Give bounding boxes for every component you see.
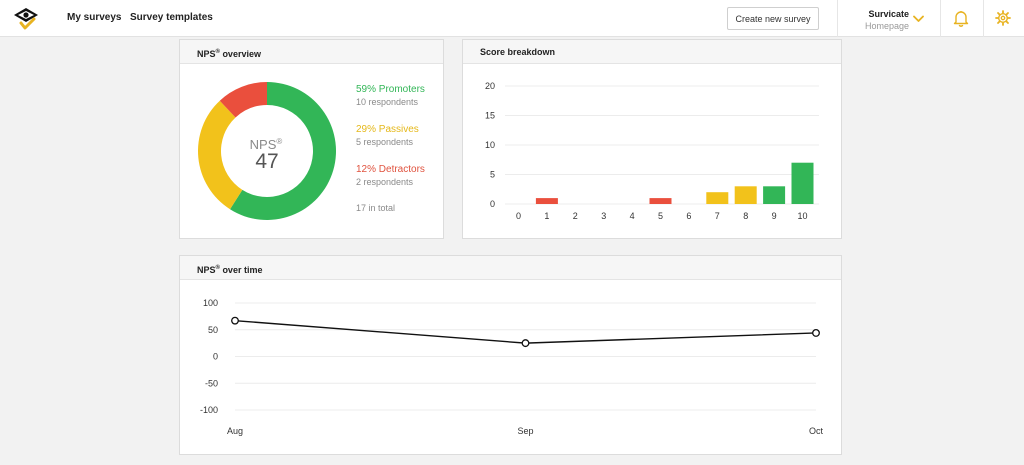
- gear-icon[interactable]: [995, 10, 1011, 26]
- bar-score-10: [791, 162, 814, 204]
- detractors-slice: [219, 82, 267, 118]
- top-navigation-bar: My surveys Survey templates Create new s…: [0, 0, 1024, 37]
- bar-score-5: [649, 198, 672, 204]
- nps-over-time-line-chart: 100 50 0 -50 -100 Aug Sep Oct: [200, 298, 824, 436]
- y-tick-label: 100: [203, 298, 218, 308]
- card-title: NPS® overview: [180, 40, 443, 64]
- detractors-count: 2 respondents: [356, 177, 414, 187]
- y-tick-label: 0: [490, 199, 495, 209]
- promoters-count: 10 respondents: [356, 97, 419, 107]
- score-breakdown-bar-chart: 0 5 10 15 20 0 1 2 3 4 5 6 7 8 9 10: [485, 81, 819, 221]
- data-point-aug[interactable]: [231, 316, 239, 325]
- total-respondents: 17 in total: [356, 203, 396, 213]
- passives-percentage: 29% Passives: [356, 124, 419, 135]
- y-tick-label: 5: [490, 170, 495, 180]
- nps-center-label: NPS®: [250, 137, 283, 152]
- x-tick-label: 8: [743, 211, 748, 221]
- x-tick-label: 10: [797, 211, 807, 221]
- x-tick-label: Aug: [227, 426, 243, 436]
- x-tick-label: 6: [686, 211, 691, 221]
- x-tick-label: 5: [658, 211, 663, 221]
- y-tick-label: 15: [485, 111, 495, 121]
- y-tick-label: 0: [213, 352, 218, 362]
- passives-slice: [198, 100, 243, 210]
- y-tick-label: 10: [485, 140, 495, 150]
- x-tick-label: 1: [544, 211, 549, 221]
- account-name[interactable]: Survicate: [868, 9, 909, 19]
- bar-score-1: [535, 198, 558, 204]
- divider: [983, 0, 984, 37]
- data-point-oct[interactable]: [812, 329, 820, 337]
- x-tick-label: Sep: [517, 426, 533, 436]
- create-new-survey-button[interactable]: Create new survey: [727, 7, 819, 30]
- nps-donut-chart: NPS® 47: [198, 82, 337, 220]
- nps-score-value: 47: [255, 150, 278, 173]
- y-tick-label: -50: [205, 378, 218, 388]
- detractors-percentage: 12% Detractors: [356, 164, 425, 175]
- bar-score-8: [734, 186, 757, 204]
- y-tick-label: -100: [200, 405, 218, 415]
- survicate-logo[interactable]: [12, 6, 40, 32]
- account-page[interactable]: Homepage: [864, 21, 909, 31]
- score-breakdown-card: Score breakdown 0 5 10 15 20 0 1 2 3 4 5 6 7 8 9 10: [462, 39, 842, 239]
- promoters-percentage: 59% Promoters: [356, 84, 425, 95]
- promoters-slice: [230, 82, 337, 220]
- nps-over-time-card: NPS® over time 100 50 0 -50 -100 Aug Sep Oct: [179, 255, 842, 455]
- x-tick-label: 4: [630, 211, 635, 221]
- x-tick-label: 7: [715, 211, 720, 221]
- data-point-sep[interactable]: [521, 339, 530, 348]
- divider: [940, 0, 941, 37]
- bar-score-7: [706, 192, 729, 204]
- x-tick-label: 9: [772, 211, 777, 221]
- x-tick-label: 0: [516, 211, 521, 221]
- card-title: Score breakdown: [463, 40, 841, 64]
- card-title: NPS® over time: [180, 256, 841, 280]
- y-tick-label: 50: [208, 325, 218, 335]
- chevron-down-icon[interactable]: [913, 15, 924, 23]
- nav-survey-templates[interactable]: Survey templates: [130, 12, 213, 23]
- bell-icon[interactable]: [953, 10, 969, 27]
- divider: [837, 0, 838, 37]
- x-tick-label: Oct: [809, 426, 824, 436]
- nav-my-surveys[interactable]: My surveys: [67, 12, 122, 23]
- y-tick-label: 20: [485, 81, 495, 91]
- x-tick-label: 3: [601, 211, 606, 221]
- passives-count: 5 respondents: [356, 137, 414, 147]
- x-tick-label: 2: [573, 211, 578, 221]
- nps-overview-card: NPS® overview NPS® 47 59% Promoters 10 r…: [179, 39, 444, 239]
- bar-score-9: [763, 186, 786, 204]
